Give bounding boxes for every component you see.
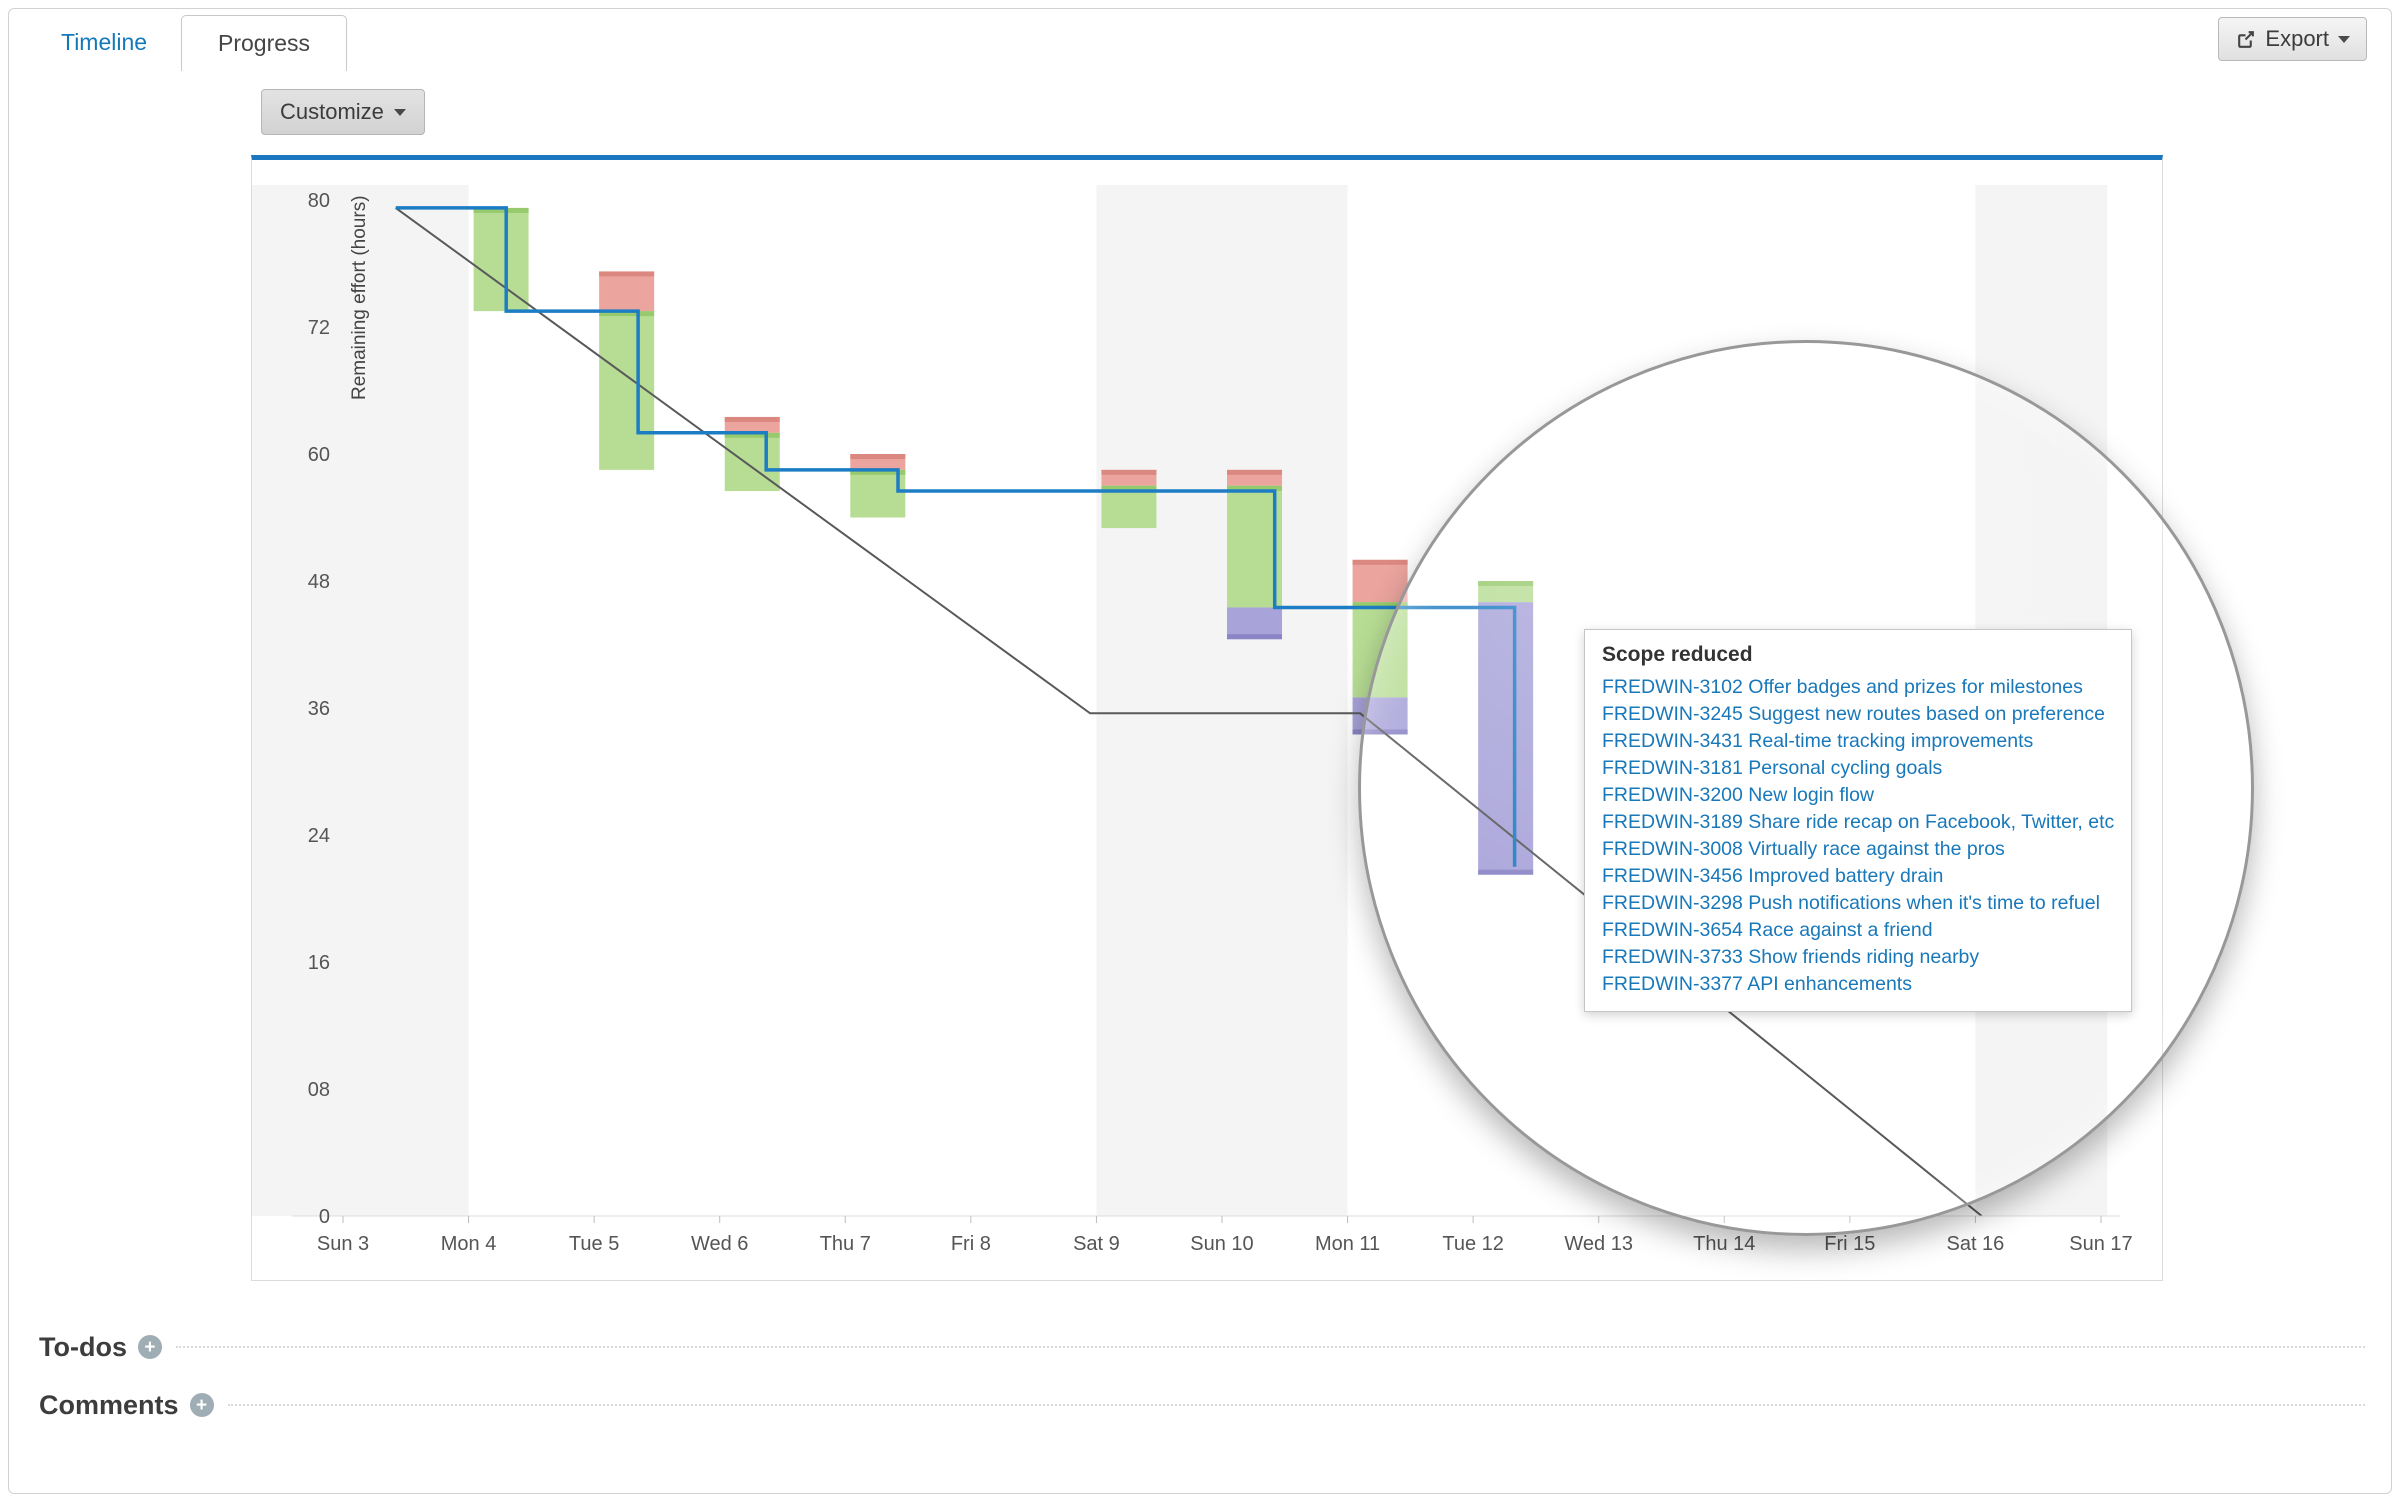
export-button[interactable]: Export	[2218, 17, 2367, 61]
svg-text:Sat 16: Sat 16	[1946, 1233, 2004, 1255]
comments-section: Comments +	[39, 1383, 2365, 1427]
todos-heading: To-dos	[39, 1331, 127, 1362]
tooltip-title: Scope reduced	[1602, 643, 1753, 666]
tooltip-link[interactable]: FREDWIN-3298 Push notifications when it'…	[1602, 892, 2100, 914]
svg-text:Tue 12: Tue 12	[1442, 1233, 1504, 1255]
svg-text:Tue 5: Tue 5	[569, 1233, 619, 1255]
svg-text:Sun 10: Sun 10	[1190, 1233, 1253, 1255]
export-share-icon	[2235, 29, 2256, 50]
tooltip-list: FREDWIN-3102 Offer badges and prizes for…	[1602, 674, 2114, 998]
svg-text:48: 48	[308, 571, 330, 593]
svg-text:16: 16	[308, 952, 330, 974]
svg-text:Fri 15: Fri 15	[1824, 1233, 1875, 1255]
scope-bars	[473, 207, 1534, 875]
svg-text:Mon 11: Mon 11	[1315, 1233, 1380, 1255]
comments-divider	[227, 1404, 2365, 1406]
tooltip-link[interactable]: FREDWIN-3189 Share ride recap on Faceboo…	[1602, 811, 2115, 833]
x-axis: Sun 3 Mon 4 Tue 5 Wed 6 Thu 7 Fri 8 Sat 9 Sun 1…	[292, 1215, 2133, 1255]
tooltip-link[interactable]: FREDWIN-3456 Improved battery drain	[1602, 865, 1944, 887]
scope-reduced-tooltip: Scope reduced FREDWIN-3102 Offer badges …	[1584, 629, 2133, 1012]
comments-heading: Comments	[39, 1389, 179, 1420]
tooltip-link[interactable]: FREDWIN-3102 Offer badges and prizes for…	[1602, 676, 2083, 698]
export-label: Export	[2265, 26, 2329, 51]
svg-text:72: 72	[308, 317, 330, 339]
caret-down-icon	[393, 108, 406, 116]
customize-button[interactable]: Customize	[261, 89, 425, 135]
actual-burndown-line	[395, 206, 1517, 867]
tooltip-link[interactable]: FREDWIN-3733 Show friends riding nearby	[1602, 946, 1980, 968]
tooltip-link[interactable]: FREDWIN-3654 Race against a friend	[1602, 919, 1933, 941]
tooltip-link[interactable]: FREDWIN-3008 Virtually race against the …	[1602, 838, 2005, 860]
tab-progress[interactable]: Progress	[181, 15, 348, 71]
svg-text:60: 60	[308, 444, 330, 466]
todos-section: To-dos +	[39, 1325, 2365, 1369]
app-window: Timeline Progress Export Customize Sun 3…	[8, 8, 2392, 1494]
tooltip-link[interactable]: FREDWIN-3377 API enhancements	[1602, 973, 1912, 995]
y-axis: 0 08 16 24 36 48 60 72 80	[308, 190, 330, 1228]
tooltip-link[interactable]: FREDWIN-3245 Suggest new routes based on…	[1602, 703, 2105, 725]
tooltip-link[interactable]: FREDWIN-3431 Real-time tracking improvem…	[1602, 730, 2034, 752]
caret-down-icon	[2338, 35, 2350, 43]
todos-divider	[175, 1346, 2365, 1348]
svg-text:80: 80	[308, 190, 330, 212]
svg-text:Sat 9: Sat 9	[1073, 1233, 1120, 1255]
add-todo-button[interactable]: +	[137, 1335, 162, 1359]
svg-text:08: 08	[308, 1079, 330, 1101]
tooltip-link[interactable]: FREDWIN-3200 New login flow	[1602, 784, 1875, 806]
svg-text:Fri 8: Fri 8	[951, 1233, 991, 1255]
svg-text:24: 24	[308, 825, 330, 847]
svg-text:Wed 13: Wed 13	[1564, 1233, 1633, 1255]
tab-timeline[interactable]: Timeline	[61, 29, 148, 55]
svg-text:36: 36	[308, 698, 330, 720]
svg-text:Mon 4: Mon 4	[441, 1233, 497, 1255]
y-axis-title: Remaining effort (hours)	[349, 195, 370, 400]
svg-text:0: 0	[319, 1206, 330, 1228]
svg-text:Sun 3: Sun 3	[317, 1233, 369, 1255]
svg-text:Thu 14: Thu 14	[1693, 1233, 1755, 1255]
svg-text:Sun 17: Sun 17	[2069, 1233, 2132, 1255]
svg-text:Thu 7: Thu 7	[820, 1233, 871, 1255]
add-comment-button[interactable]: +	[189, 1393, 214, 1417]
customize-label: Customize	[280, 99, 384, 124]
tooltip-link[interactable]: FREDWIN-3181 Personal cycling goals	[1602, 757, 1943, 779]
svg-text:Wed 6: Wed 6	[691, 1233, 748, 1255]
